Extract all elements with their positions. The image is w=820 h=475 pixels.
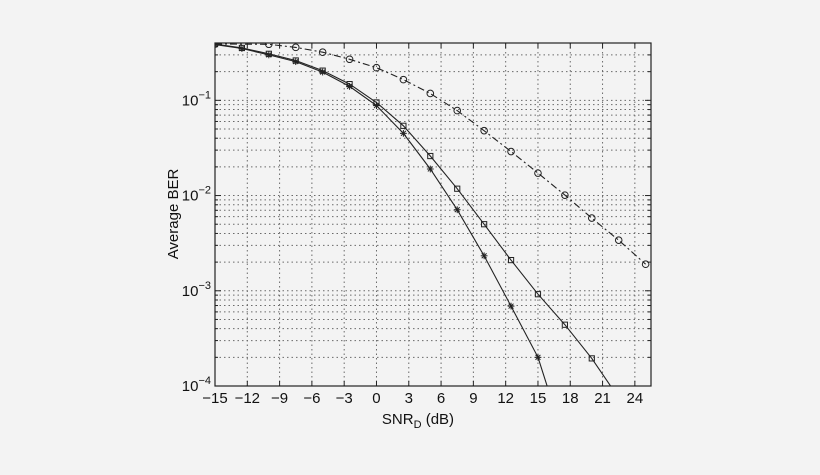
y-tick-labels: 10−4 10−3 10−2 10−1 [182, 89, 211, 395]
x-tick-label: 12 [497, 390, 514, 407]
data-point-star [265, 51, 273, 59]
x-tick-label: 3 [405, 390, 413, 407]
x-tick-labels: −15 −12 −9 −6 −3 0 3 6 9 12 15 18 21 24 [202, 390, 643, 407]
x-tick-label: 24 [627, 390, 644, 407]
x-axis-label-subscript: D [414, 419, 422, 431]
data-point-star [507, 302, 515, 310]
series-line-square [215, 43, 612, 386]
data-point-square [588, 355, 595, 362]
x-tick-label: 15 [530, 390, 547, 407]
y-axis-label: Average BER [165, 169, 182, 260]
y-tick-label: 10−4 [182, 375, 211, 395]
data-point-square [427, 152, 434, 160]
data-point-star [215, 43, 219, 48]
x-tick-label: 21 [594, 390, 611, 407]
data-point-circle [480, 126, 488, 135]
data-point-star [373, 102, 380, 110]
x-tick-label: −15 [202, 390, 227, 407]
data-point-circle [372, 63, 381, 72]
data-point-circle [265, 43, 273, 49]
data-point-star [453, 206, 461, 214]
x-tick-label: −12 [235, 390, 260, 407]
x-axis-label-main: SNR [382, 411, 414, 428]
data-point-square [215, 43, 219, 48]
data-point-star [238, 45, 246, 52]
data-point-square [561, 321, 568, 328]
x-tick-label: 9 [469, 390, 477, 407]
data-point-star [426, 165, 434, 173]
data-point-star [399, 129, 407, 137]
data-point-circle [453, 106, 462, 115]
data-point-circle [561, 191, 569, 199]
x-tick-label: −6 [303, 390, 320, 407]
y-tick-label: 10−2 [182, 185, 211, 205]
x-axis-label-unit: (dB) [422, 411, 455, 428]
data-point-circle [345, 55, 354, 64]
x-axis-label: SNRD (dB) [382, 411, 454, 431]
data-point-square [534, 291, 542, 298]
data-point-star [346, 83, 353, 90]
data-point-circle [399, 75, 408, 84]
data-point-circle [426, 89, 435, 98]
data-point-circle [534, 169, 542, 177]
x-tick-label: 0 [372, 390, 380, 407]
data-point-star [480, 252, 488, 260]
data-point-circle [507, 147, 515, 156]
data-point-circle [291, 43, 300, 52]
data-point-square [400, 122, 407, 129]
axis-ticks [214, 43, 651, 386]
data-point-square [507, 256, 515, 264]
data-point-circle [318, 48, 327, 57]
x-tick-label: 18 [562, 390, 579, 407]
data-point-star [292, 58, 300, 66]
y-tick-label: 10−1 [182, 89, 211, 109]
data-point-square [454, 185, 461, 192]
series-line-circle [215, 43, 646, 265]
x-tick-label: −9 [271, 390, 288, 407]
grid-lines [215, 43, 651, 386]
data-point-circle [614, 236, 623, 244]
series-line-star [215, 44, 548, 386]
data-point-star [319, 68, 327, 76]
data-point-star [534, 353, 542, 361]
data-point-square [481, 221, 488, 228]
data-point-square [616, 395, 621, 400]
y-tick-label: 10−3 [182, 280, 211, 300]
data-point-circle [641, 260, 650, 269]
marker-layer [215, 43, 650, 401]
plot-frame [214, 42, 652, 387]
data-point-circle [215, 43, 219, 48]
x-tick-label: 6 [437, 390, 445, 407]
data-point-circle [587, 214, 596, 222]
x-tick-label: −3 [336, 390, 353, 407]
series-layer [215, 43, 646, 386]
data-point-star [547, 394, 554, 401]
